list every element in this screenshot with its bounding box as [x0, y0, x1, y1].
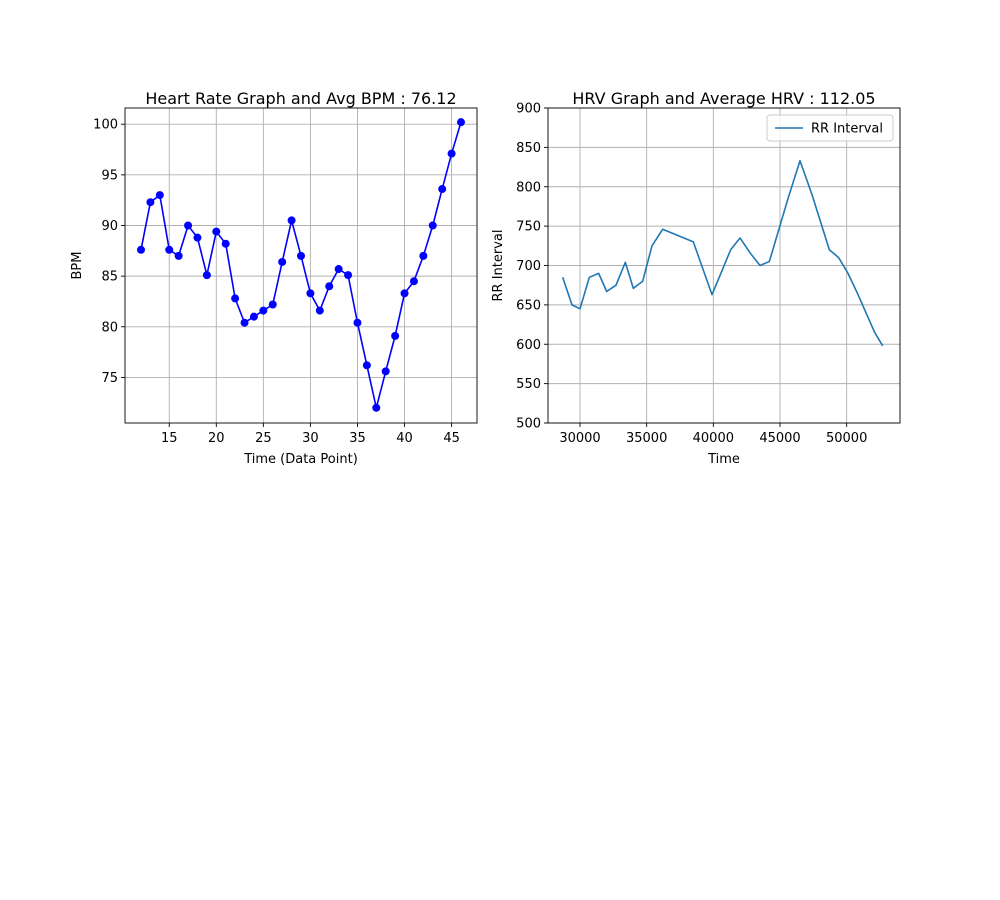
- data-point: [202, 271, 211, 280]
- data-point: [315, 306, 324, 315]
- y-tick-label: 500: [516, 417, 541, 432]
- data-point: [362, 361, 371, 370]
- legend: RR Interval: [766, 114, 894, 142]
- data-point: [231, 294, 240, 303]
- y-axis-label: BPM: [70, 252, 85, 280]
- x-tick-label: 25: [255, 431, 272, 446]
- series-line: [140, 121, 462, 409]
- y-tick-label: 85: [101, 270, 118, 285]
- data-point: [409, 277, 418, 286]
- chart-title: Heart Rate Graph and Avg BPM : 76.12: [145, 89, 456, 108]
- y-tick-label: 850: [516, 141, 541, 156]
- hrv-chart: 30000 35000 40000 45000 50000 500 550 600 650 700…: [491, 89, 901, 467]
- data-point: [174, 251, 183, 260]
- data-point: [447, 149, 456, 158]
- y-tick-label: 700: [516, 259, 541, 274]
- data-point: [278, 257, 287, 266]
- x-axis-label: Time (Data Point): [243, 452, 358, 467]
- x-tick-label: 35: [349, 431, 366, 446]
- data-point: [400, 289, 409, 298]
- data-point: [193, 233, 202, 242]
- y-tick-label: 800: [516, 180, 541, 195]
- data-point: [419, 251, 428, 260]
- x-tick-label: 50000: [826, 431, 867, 446]
- y-tick-label: 100: [93, 118, 118, 133]
- x-axis-label: Time: [707, 452, 740, 467]
- data-point: [457, 118, 465, 127]
- x-tick-label: 45: [443, 431, 460, 446]
- data-point: [137, 245, 145, 254]
- legend-box: [766, 114, 894, 142]
- plot-frame: [124, 107, 478, 424]
- data-point: [438, 185, 447, 194]
- y-tick-label: 550: [516, 377, 541, 392]
- data-point: [344, 271, 353, 280]
- data-point: [221, 239, 230, 248]
- series-line: [561, 159, 884, 347]
- x-tick-label: 40: [396, 431, 413, 446]
- data-point: [334, 265, 343, 274]
- data-point: [428, 221, 437, 230]
- heart-rate-chart: 15 20 25 30 35 40 45 75 80 85 90 95 100 Heart Rate Gr…: [70, 89, 478, 467]
- data-point: [381, 367, 390, 376]
- data-point: [372, 403, 381, 412]
- x-tick-label: 30000: [559, 431, 600, 446]
- y-tick-label: 95: [101, 168, 118, 183]
- data-point: [287, 216, 296, 225]
- y-tick-label: 900: [516, 102, 541, 117]
- data-point: [212, 227, 221, 236]
- y-tick-label: 75: [101, 371, 118, 386]
- data-point: [165, 245, 174, 254]
- data-point: [155, 191, 164, 200]
- plot-frame: [547, 107, 901, 424]
- x-tick-label: 30: [302, 431, 319, 446]
- data-point: [249, 312, 258, 321]
- x-tick-label: 40000: [693, 431, 734, 446]
- y-tick-label: 90: [101, 219, 118, 234]
- data-point: [353, 318, 362, 327]
- x-tick-label: 20: [208, 431, 225, 446]
- y-tick-label: 650: [516, 298, 541, 313]
- chart-title: HRV Graph and Average HRV : 112.05: [572, 89, 875, 108]
- legend-label: RR Interval: [811, 122, 883, 137]
- x-tick-label: 15: [161, 431, 178, 446]
- data-point: [259, 306, 268, 315]
- data-point: [240, 318, 249, 327]
- y-tick-label: 750: [516, 220, 541, 235]
- data-point: [325, 282, 334, 291]
- y-tick-label: 80: [101, 320, 118, 335]
- data-point: [306, 289, 315, 298]
- data-point: [146, 198, 155, 207]
- data-point: [184, 221, 193, 230]
- x-tick-label: 35000: [626, 431, 667, 446]
- data-point: [297, 251, 305, 260]
- y-tick-label: 600: [516, 338, 541, 353]
- data-point: [391, 331, 400, 340]
- data-point: [268, 300, 277, 309]
- y-axis-label: RR Interval: [491, 230, 506, 302]
- x-tick-label: 45000: [759, 431, 800, 446]
